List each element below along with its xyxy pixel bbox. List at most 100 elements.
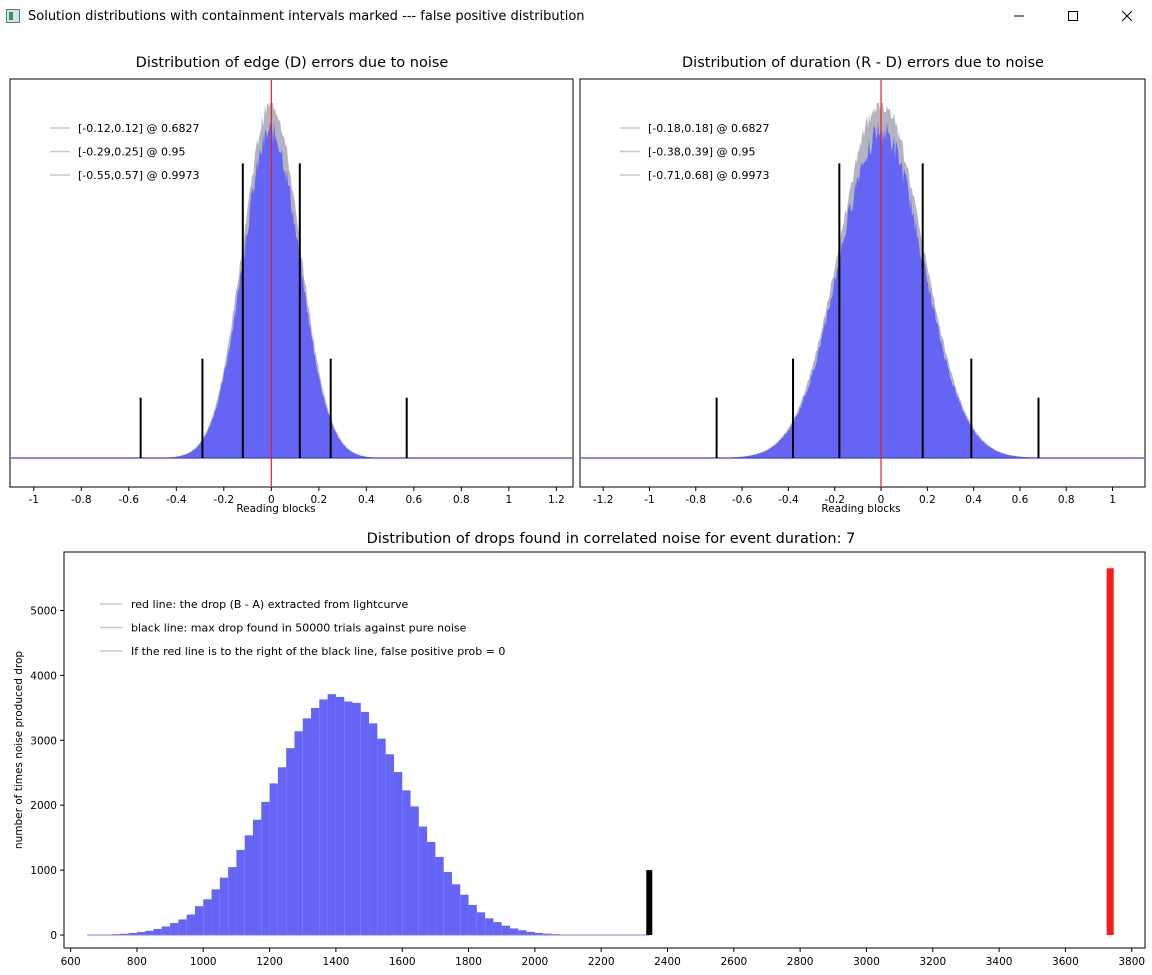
- legend-entry: [-0.38,0.39] @ 0.95: [648, 146, 756, 159]
- plot-frame: [9, 78, 574, 488]
- histogram-bar: [534, 932, 544, 936]
- chart-title: Distribution of edge (D) errors due to n…: [136, 55, 449, 71]
- x-tick-label: 2000: [521, 956, 548, 968]
- histogram-bar: [294, 731, 303, 936]
- histogram-bar: [543, 933, 552, 936]
- minimize-icon: [1014, 15, 1024, 17]
- x-tick-label: -0.6: [732, 494, 753, 506]
- x-tick-label: 800: [127, 956, 147, 968]
- x-tick-label: 1000: [190, 956, 217, 968]
- x-tick-label: 3400: [986, 956, 1013, 968]
- noise-envelope: [581, 103, 1144, 458]
- histogram-bar: [319, 699, 328, 936]
- x-tick-label: 0.2: [919, 494, 936, 506]
- legend-entry: [-0.12,0.12] @ 0.6827: [78, 122, 200, 135]
- histogram-bar: [112, 934, 121, 936]
- histogram-bar: [427, 841, 436, 936]
- x-tick-label: 1.2: [548, 494, 565, 506]
- x-tick-label: 600: [61, 956, 81, 968]
- histogram-fill: [581, 119, 1144, 458]
- duration-error-chart: Distribution of duration (R - D) errors …: [579, 55, 1146, 515]
- histogram-bar: [253, 819, 262, 936]
- x-tick-label: 2200: [588, 956, 615, 968]
- histogram-bar: [377, 738, 386, 936]
- x-axis-label: Reading blocks: [236, 503, 315, 515]
- histogram-bar: [302, 718, 312, 936]
- maximize-button[interactable]: [1046, 0, 1100, 32]
- histogram-bar: [136, 932, 146, 936]
- histogram-bar: [277, 767, 287, 936]
- edge-error-chart: Distribution of edge (D) errors due to n…: [9, 55, 574, 515]
- histogram-bar: [161, 926, 171, 936]
- chart-title: Distribution of drops found in correlate…: [367, 531, 856, 547]
- title-bar: Solution distributions with containment …: [0, 0, 1152, 34]
- x-tick-label: 0: [268, 494, 275, 506]
- close-button[interactable]: [1100, 0, 1152, 32]
- histogram-bar: [460, 894, 469, 936]
- histogram-bar: [476, 912, 486, 936]
- histogram-bar: [443, 872, 452, 936]
- histogram-bar: [211, 889, 220, 936]
- legend-entry: red line: the drop (B - A) extracted fro…: [131, 598, 409, 611]
- x-tick-label: 3200: [919, 956, 946, 968]
- histogram-bar: [145, 930, 154, 936]
- histogram-bar: [568, 934, 577, 936]
- x-tick-label: -0.8: [686, 494, 707, 506]
- histogram-bar: [393, 772, 403, 936]
- window-title: Solution distributions with containment …: [28, 9, 585, 24]
- histogram-bar: [510, 928, 519, 936]
- histogram-bar: [236, 849, 245, 936]
- histogram-bar: [369, 723, 378, 936]
- histogram-fill: [11, 120, 572, 458]
- measured-drop-line: [1106, 568, 1114, 936]
- histogram-bar: [592, 934, 602, 936]
- x-tick-label: 0.8: [1058, 494, 1075, 506]
- x-tick-label: 1400: [323, 956, 350, 968]
- histogram-bar: [418, 826, 428, 936]
- legend-entry: [-0.71,0.68] @ 0.9973: [648, 169, 770, 182]
- histogram-bar: [261, 801, 270, 936]
- x-tick-label: 0.6: [405, 494, 422, 506]
- histogram-bar: [153, 928, 162, 936]
- histogram-bar: [451, 884, 461, 936]
- x-tick-label: 3600: [1052, 956, 1079, 968]
- histogram-bar: [501, 925, 510, 936]
- histogram-bar: [601, 934, 610, 936]
- plot-frame: [579, 78, 1146, 488]
- histogram-bar: [244, 835, 254, 936]
- x-tick-label: 0.6: [1012, 494, 1029, 506]
- x-tick-label: 0.8: [453, 494, 470, 506]
- x-tick-label: 0.2: [310, 494, 327, 506]
- histogram-bar: [584, 934, 593, 936]
- histogram-bar: [228, 867, 237, 936]
- x-tick-label: -0.2: [214, 494, 235, 506]
- minimize-button[interactable]: [992, 0, 1046, 32]
- histogram-bar: [485, 918, 494, 936]
- legend-entry: If the red line is to the right of the b…: [131, 645, 505, 658]
- histogram-bar: [335, 696, 345, 936]
- x-tick-label: 3000: [853, 956, 880, 968]
- x-tick-label: 2400: [654, 956, 681, 968]
- legend-entry: black line: max drop found in 50000 tria…: [131, 622, 467, 635]
- x-tick-label: 0.4: [358, 494, 375, 506]
- x-tick-label: -1: [29, 494, 39, 506]
- histogram-bar: [286, 748, 295, 936]
- x-tick-label: 0: [878, 494, 885, 506]
- legend-entry: [-0.18,0.18] @ 0.6827: [648, 122, 770, 135]
- histogram-bar: [402, 790, 411, 936]
- histogram-bar: [95, 934, 104, 936]
- y-tick-label: 1000: [30, 865, 57, 877]
- histogram-bar: [103, 934, 113, 936]
- x-tick-label: 1800: [455, 956, 482, 968]
- x-tick-label: -0.4: [778, 494, 799, 506]
- x-tick-label: -1: [644, 494, 654, 506]
- histogram-bar: [551, 934, 560, 936]
- legend-entry: [-0.29,0.25] @ 0.95: [78, 146, 186, 159]
- histogram-bar: [311, 708, 320, 936]
- histogram-bar: [327, 694, 336, 936]
- x-tick-label: 1: [506, 494, 513, 506]
- histogram-bar: [576, 934, 585, 936]
- x-tick-label: -0.4: [166, 494, 187, 506]
- y-tick-label: 0: [50, 930, 57, 942]
